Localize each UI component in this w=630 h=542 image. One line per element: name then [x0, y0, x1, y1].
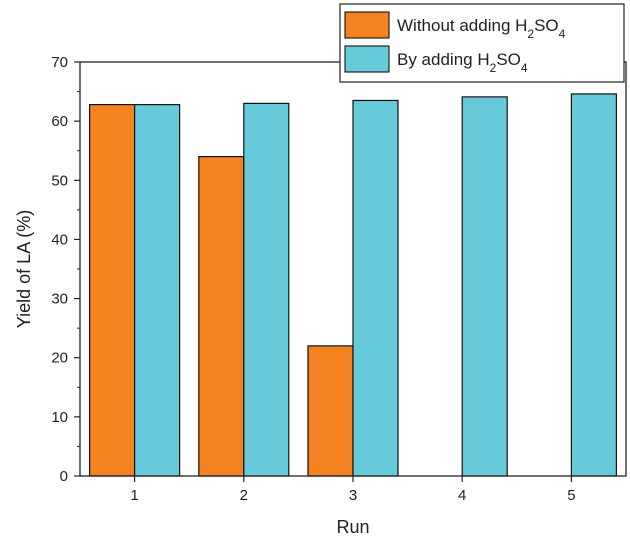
x-tick-label: 1 — [130, 487, 138, 504]
bar-series2-run3 — [352, 99, 399, 477]
y-tick-label: 60 — [51, 113, 68, 130]
y-tick-label: 30 — [51, 291, 68, 308]
y-tick-label: 40 — [51, 231, 68, 248]
x-tick-label: 5 — [567, 487, 575, 504]
axes-group: 0 10 20 30 40 50 60 70 1 2 3 4 5 — [51, 54, 575, 504]
y-axis-label: Yield of LA (%) — [14, 210, 34, 328]
legend-swatch-series1 — [344, 11, 390, 39]
y-tick-label: 0 — [60, 468, 68, 485]
bars-group — [88, 93, 618, 477]
x-tick-label: 2 — [240, 487, 248, 504]
x-tick-label: 3 — [349, 487, 357, 504]
x-axis-label: Run — [336, 517, 369, 537]
bar-series2-run2 — [243, 102, 290, 477]
bar-series2-run5 — [570, 93, 618, 477]
y-tick-label: 50 — [51, 172, 68, 189]
y-tick-label: 20 — [51, 350, 68, 367]
x-tick-label: 4 — [458, 487, 466, 504]
bar-series1-run1 — [88, 103, 136, 477]
legend-swatch-series2 — [344, 45, 390, 73]
bar-series1-run2 — [198, 156, 245, 477]
y-tick-label: 70 — [51, 54, 68, 71]
bar-series2-run4 — [461, 96, 508, 477]
y-tick-label: 10 — [51, 409, 68, 426]
bar-series2-run1 — [134, 103, 181, 477]
bar-series1-run3 — [307, 345, 354, 477]
